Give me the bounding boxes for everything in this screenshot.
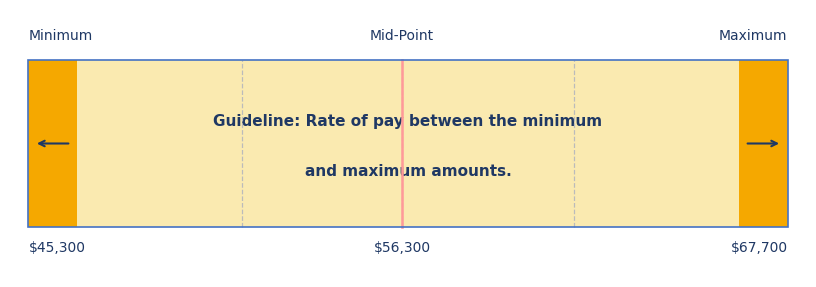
Text: and maximum amounts.: and maximum amounts. xyxy=(304,164,512,179)
Text: Guideline: Rate of pay between the minimum: Guideline: Rate of pay between the minim… xyxy=(214,114,602,129)
Text: $67,700: $67,700 xyxy=(730,241,787,255)
Bar xyxy=(29,60,77,227)
Bar xyxy=(77,60,739,227)
Text: $56,300: $56,300 xyxy=(374,241,431,255)
Text: Minimum: Minimum xyxy=(29,29,93,43)
Bar xyxy=(29,60,787,227)
Text: $45,300: $45,300 xyxy=(29,241,86,255)
Text: Mid-Point: Mid-Point xyxy=(370,29,434,43)
Text: Maximum: Maximum xyxy=(719,29,787,43)
Bar xyxy=(739,60,787,227)
